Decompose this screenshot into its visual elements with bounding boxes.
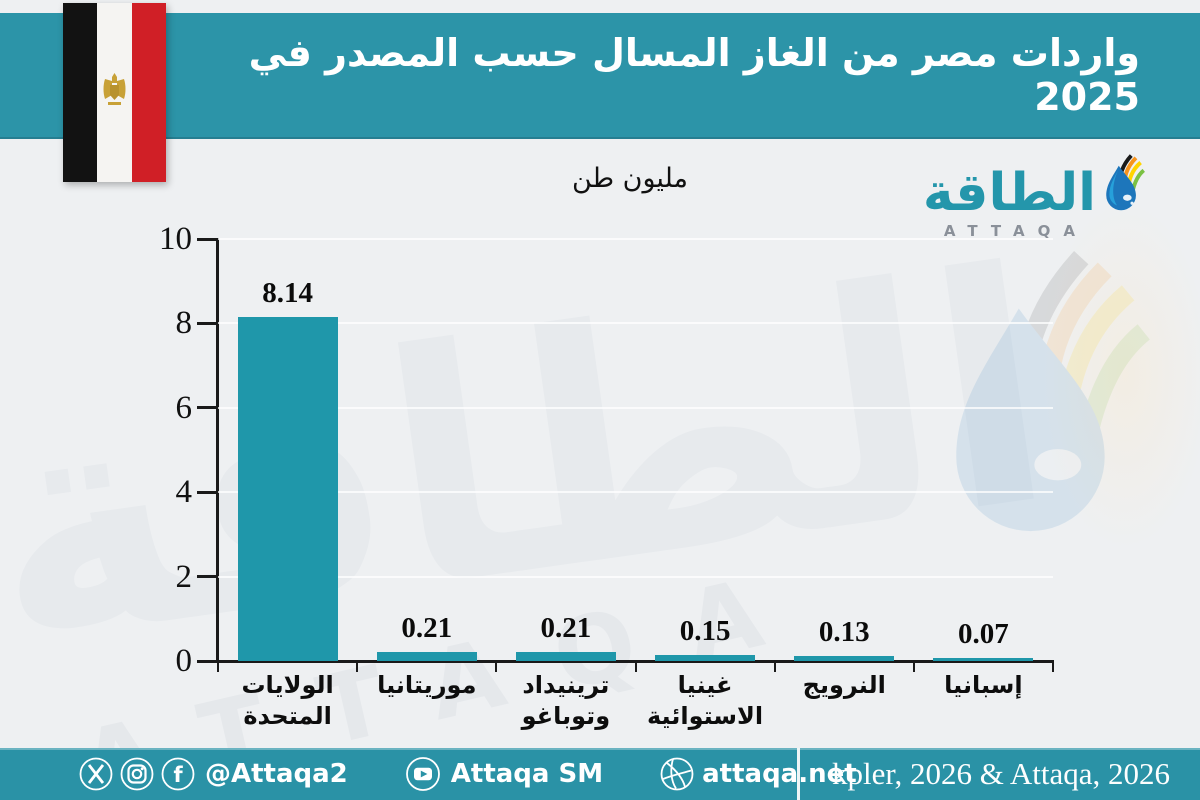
bar-value-0: 8.14: [262, 277, 313, 310]
bar-value-1: 0.21: [401, 612, 453, 645]
svg-text:f: f: [173, 763, 183, 787]
footer-divider: [797, 748, 800, 800]
category-label-5: إسبانيا: [944, 671, 1023, 699]
y-tick-0: [197, 659, 218, 663]
y-axis-line: [216, 238, 219, 662]
x-tick-1: [356, 661, 359, 672]
x-tick-2: [495, 661, 498, 672]
youtube-handle: Attaqa SM: [450, 759, 604, 789]
facebook-icon: f: [161, 757, 195, 791]
bar-value-5: 0.07: [958, 618, 1009, 651]
attaqa-logo-latin: ATTAQA: [943, 222, 1088, 240]
x-twitter-icon: [79, 757, 113, 791]
footer-band: [0, 748, 1200, 800]
egypt-flag-icon: [63, 3, 166, 182]
attaqa-logo-text: الطاقة ATTAQA: [923, 167, 1096, 240]
category-label-1: موريتانيا: [377, 671, 477, 699]
bar-5: [933, 658, 1034, 661]
bar-2: [515, 652, 616, 661]
category-label-3: غينيا الاستوائية: [647, 671, 764, 730]
y-tick-label-8: 8: [175, 305, 193, 342]
gridline-8: [218, 322, 1053, 325]
source-credit: kpler, 2026 & Attaqa, 2026: [832, 756, 1170, 791]
bar-chart-plot: 0 2 4 6 8 10 8.14 الولايات المتحدة 0.21 موريتانيا…: [159, 221, 1054, 730]
y-tick-6: [197, 406, 218, 410]
eagle-of-saladin-icon: [103, 73, 126, 105]
gridline-6: [218, 406, 1053, 409]
page-title: واردات مصر من الغاز المسال حسب المصدر في…: [248, 31, 1140, 119]
y-tick-label-0: 0: [175, 643, 193, 679]
bar-value-2: 0.21: [540, 612, 592, 645]
y-tick-label-10: 10: [159, 221, 192, 257]
social-handle: @Attaqa2: [205, 759, 348, 789]
y-tick-4: [197, 490, 218, 494]
attaqa-logo-arabic: الطاقة: [922, 163, 1096, 223]
header-band: [0, 13, 1200, 139]
x-tick-3: [634, 661, 637, 672]
unit-label: مليون طن: [572, 163, 688, 194]
footer-social-bar: f @Attaqa2 Attaqa SM attaqa.net: [78, 748, 857, 800]
instagram-icon: [120, 757, 154, 791]
website-url: attaqa.net: [702, 759, 857, 789]
attaqa-logo: الطاقة ATTAQA: [923, 153, 1150, 240]
gridline-4: [218, 491, 1053, 494]
flag-white-stripe: [97, 3, 132, 182]
bar-value-3: 0.15: [679, 614, 731, 647]
gridline-2: [218, 575, 1053, 578]
category-label-0: الولايات المتحدة: [241, 671, 334, 730]
attaqa-droplet-icon: [1106, 154, 1146, 211]
y-tick-label-2: 2: [175, 558, 193, 595]
flag-black-stripe: [63, 3, 97, 182]
gridline-10: [218, 238, 1053, 240]
bar-1: [376, 652, 477, 661]
x-tick-0: [217, 661, 219, 672]
category-label-2: ترينيداد وتوباغو: [521, 671, 611, 730]
flag-red-stripe: [132, 3, 166, 182]
x-tick-4: [773, 661, 776, 672]
y-tick-2: [197, 575, 218, 579]
y-tick-8: [197, 321, 218, 325]
x-tick-5: [912, 661, 915, 672]
bar-4: [794, 655, 895, 661]
category-label-4: النرويج: [802, 671, 886, 699]
y-tick-10: [197, 237, 218, 241]
bar-0: [237, 317, 338, 661]
y-tick-label-6: 6: [175, 389, 193, 426]
x-tick-6: [1052, 661, 1054, 672]
bar-3: [655, 654, 756, 661]
bar-value-4: 0.13: [818, 615, 870, 648]
y-tick-label-4: 4: [175, 474, 193, 511]
globe-icon: [660, 757, 694, 791]
youtube-icon: [405, 757, 440, 791]
